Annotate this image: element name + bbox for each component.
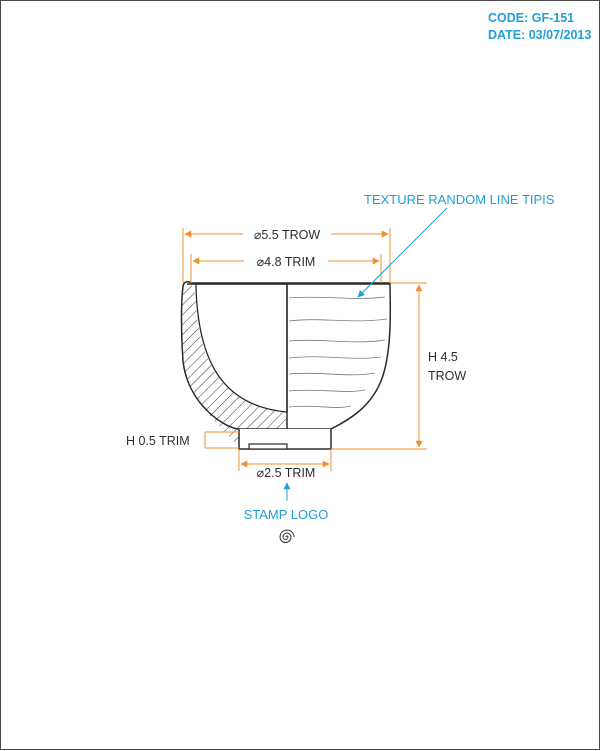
texture-callout: TEXTURE RANDOM LINE TIPIS — [364, 192, 555, 207]
foot-diameter-dimension — [238, 449, 332, 471]
texture-leader — [357, 207, 448, 298]
height-dimension — [331, 282, 427, 450]
spiral-stamp-icon — [279, 529, 295, 543]
outer-diameter-dimension — [182, 228, 391, 283]
stamp-callout: STAMP LOGO — [244, 507, 329, 522]
drawing-date: DATE: 03/07/2013 — [488, 28, 591, 42]
bowl-wall-section — [181, 282, 287, 448]
height-label-line2: TROW — [428, 369, 466, 383]
foot-height-label: H 0.5 TRIM — [126, 434, 190, 448]
texture-lines — [288, 296, 388, 408]
foot-height-dimension — [204, 431, 239, 449]
foot-diameter-label: ⌀2.5 TRIM — [257, 466, 316, 480]
bowl-outline — [180, 281, 392, 430]
drawing-code: CODE: GF-151 — [488, 11, 574, 25]
inner-diameter-label: ⌀4.8 TRIM — [257, 255, 316, 269]
foot-section — [248, 443, 288, 450]
outer-diameter-label: ⌀5.5 TROW — [254, 228, 321, 242]
inner-diameter-dimension — [190, 254, 382, 283]
height-label-line1: H 4.5 — [428, 350, 458, 364]
